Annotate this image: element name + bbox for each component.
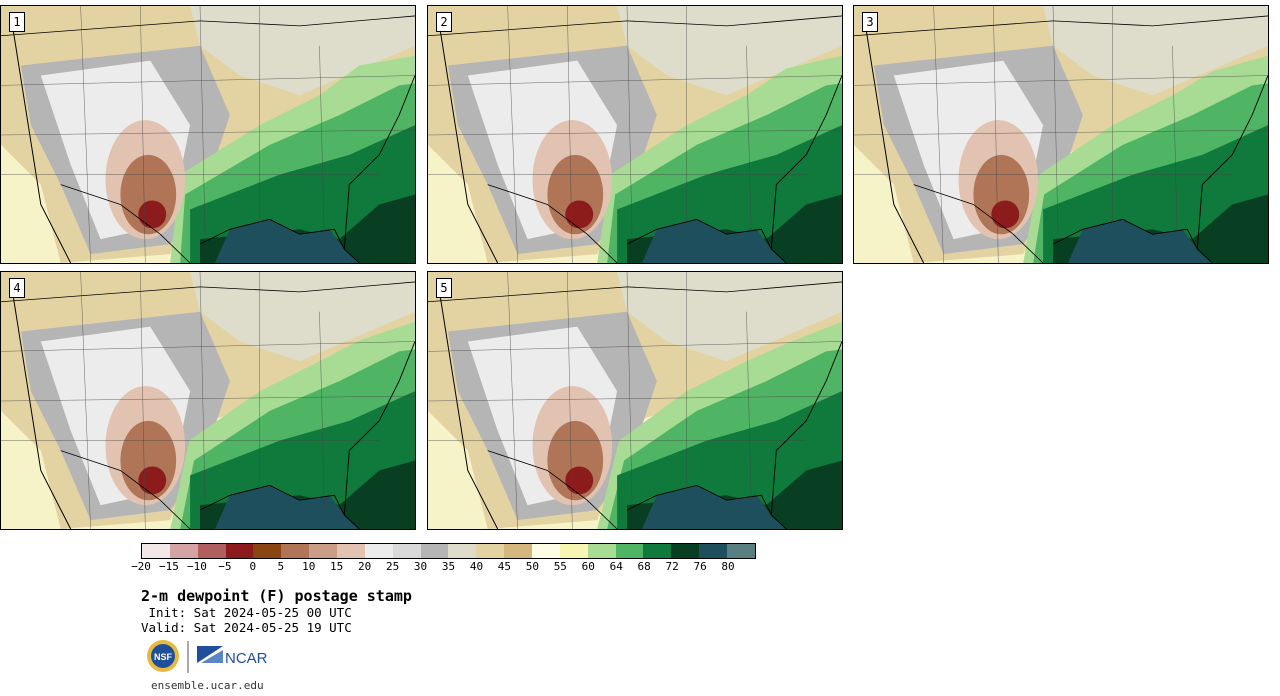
svg-text:NCAR: NCAR (225, 650, 268, 667)
colorbar-tick-label: 72 (665, 560, 679, 573)
colorbar-tick-label: 50 (525, 560, 539, 573)
map-panel-2: 2 (427, 5, 843, 264)
colorbar-swatch (253, 544, 282, 558)
panel-number: 3 (862, 12, 878, 32)
valid-time: Valid: Sat 2024-05-25 19 UTC (141, 620, 352, 635)
colorbar-tick-label: 76 (693, 560, 707, 573)
svg-text:NSF: NSF (154, 652, 173, 662)
colorbar-tick-label: 40 (469, 560, 484, 573)
colorbar-tick-label: 10 (302, 560, 316, 573)
map-panel-4: 4 (0, 271, 416, 530)
logos: NSF NCAR (145, 638, 275, 676)
colorbar-tick-label: −5 (218, 560, 232, 573)
map-panel-5: 5 (427, 271, 843, 530)
map-panel-3: 3 (853, 5, 1269, 264)
colorbar-tick-label: 0 (249, 560, 257, 573)
dewpoint-map (428, 272, 842, 529)
panel-number: 4 (9, 278, 25, 298)
colorbar-tick-label: 55 (553, 560, 567, 573)
nsf-logo-icon: NSF (147, 640, 179, 672)
colorbar-tick-label: 25 (385, 560, 400, 573)
colorbar-swatch (504, 544, 533, 558)
colorbar-swatch (615, 544, 644, 558)
panel-number: 1 (9, 12, 25, 32)
colorbar (141, 543, 756, 559)
colorbar-swatch (559, 544, 588, 558)
colorbar-swatch (309, 544, 338, 558)
colorbar-tick-label: 68 (637, 560, 651, 573)
colorbar-swatch (699, 544, 728, 558)
colorbar-tick-label: 64 (609, 560, 623, 573)
colorbar-tick-label: 5 (277, 560, 285, 573)
colorbar-tick-label: 20 (358, 560, 372, 573)
ncar-logo-icon: NCAR (197, 646, 268, 667)
panel-number: 2 (436, 12, 452, 32)
colorbar-swatch (420, 544, 449, 558)
dewpoint-map (1, 6, 415, 263)
panel-number: 5 (436, 278, 452, 298)
colorbar-swatch (364, 544, 393, 558)
colorbar-swatch (392, 544, 421, 558)
colorbar-swatch (197, 544, 226, 558)
colorbar-swatch (448, 544, 477, 558)
dewpoint-map (428, 6, 842, 263)
plot-title: 2-m dewpoint (F) postage stamp (141, 587, 412, 605)
colorbar-tick-label: −10 (186, 560, 207, 573)
colorbar-swatch (532, 544, 560, 558)
colorbar-tick-label: −20 (131, 560, 151, 573)
colorbar-tick-label: 30 (413, 560, 428, 573)
colorbar-tick-label: −15 (159, 560, 179, 573)
colorbar-tick-label: 45 (497, 560, 512, 573)
dewpoint-map (854, 6, 1268, 263)
colorbar-swatch (643, 544, 672, 558)
colorbar-swatch (225, 544, 254, 558)
dewpoint-map (1, 272, 415, 529)
colorbar-tick-label: 60 (581, 560, 595, 573)
colorbar-swatch (337, 544, 365, 558)
colorbar-swatch (142, 544, 170, 558)
map-panel-1: 1 (0, 5, 416, 264)
colorbar-swatch (476, 544, 505, 558)
colorbar-swatch (169, 544, 198, 558)
colorbar-swatch (281, 544, 310, 558)
colorbar-tick-label: 15 (330, 560, 344, 573)
init-time: Init: Sat 2024-05-25 00 UTC (141, 605, 352, 620)
colorbar-swatch (727, 544, 755, 558)
colorbar-tick-label: 80 (721, 560, 735, 573)
colorbar-tick-labels: −20 −15 −10 −5 0 5 10 15 20 25 30 35 40 45 50 55 60 64 68 7… (131, 560, 756, 580)
colorbar-swatch (671, 544, 700, 558)
colorbar-tick-label: 35 (441, 560, 456, 573)
colorbar-swatch (587, 544, 616, 558)
site-url: ensemble.ucar.edu (151, 679, 264, 692)
